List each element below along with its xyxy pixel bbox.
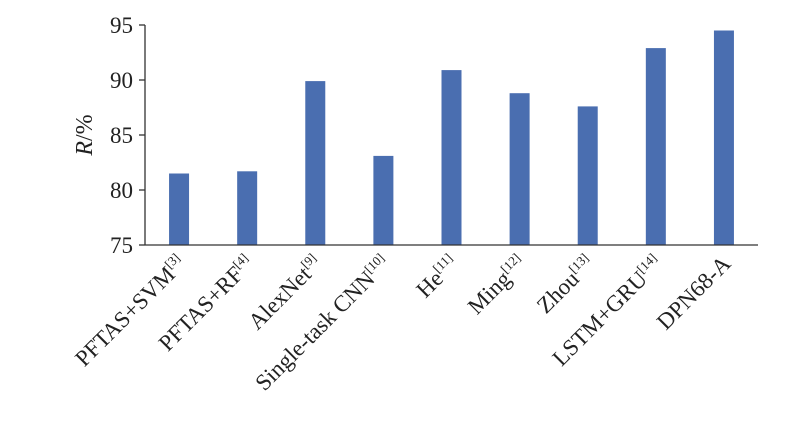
x-tick-label-text: Single-task CNN	[250, 266, 380, 396]
x-tick-label-text: PFTAS+SVM	[70, 262, 180, 372]
x-tick-label: Ming[12]	[462, 250, 531, 319]
axes	[144, 25, 758, 246]
bars	[169, 30, 734, 246]
y-axis-title: R/%	[72, 114, 98, 156]
y-tick-label: 75	[110, 233, 133, 258]
y-tick-label: 80	[110, 178, 133, 203]
bar	[645, 48, 666, 245]
y-tick-label: 85	[110, 123, 133, 148]
bar	[373, 155, 394, 245]
y-axis-ticks: 75 80 85 90 95	[110, 13, 145, 258]
y-axis-unit: /%	[72, 114, 98, 141]
x-tick-label: DPN68-A	[652, 251, 736, 335]
bar	[441, 70, 462, 245]
bar	[509, 93, 530, 245]
y-tick-label: 90	[110, 68, 133, 93]
bar	[305, 81, 326, 245]
x-axis-labels: PFTAS+SVM[3]PFTAS+RF[4]AlexNet[9]Single-…	[70, 250, 736, 395]
y-axis-label: R/%	[72, 114, 98, 156]
x-tick-label-text: DPN68-A	[652, 251, 736, 335]
bar	[169, 173, 190, 245]
x-tick-label: Zhou[13]	[531, 250, 599, 318]
bar	[713, 30, 734, 245]
y-axis-symbol: R	[72, 141, 98, 157]
bar	[577, 106, 598, 246]
y-tick-label: 95	[110, 13, 133, 38]
bar	[237, 171, 258, 245]
x-tick-label: He[11]	[411, 250, 463, 302]
